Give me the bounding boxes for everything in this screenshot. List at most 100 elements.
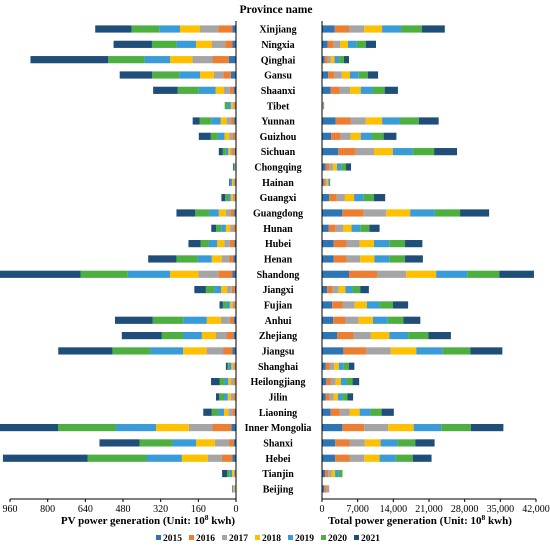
right-bar-segment (380, 439, 398, 447)
right-bar-segment (400, 25, 422, 33)
left-bar-segment (188, 240, 201, 248)
right-bar-segment (410, 209, 435, 217)
left-bar-segment (155, 423, 189, 432)
province-label: Anhui (265, 316, 292, 327)
right-bar-segment (379, 454, 396, 462)
province-label: Jilin (269, 393, 288, 404)
right-tick-label: 0 (320, 504, 325, 515)
left-bar-segment (232, 132, 236, 140)
left-bar-segment (234, 209, 236, 217)
left-bar-segment (212, 56, 229, 64)
right-bar-segment (334, 71, 342, 79)
left-bar-segment (177, 86, 199, 94)
right-bar-segment (403, 316, 421, 324)
right-bar-segment (349, 25, 365, 33)
right-bar-segment (379, 301, 393, 309)
right-bar-segment (322, 301, 333, 309)
right-bar-segment (342, 209, 364, 217)
right-bar-segment (332, 301, 343, 309)
province-label: Tianjin (262, 469, 294, 480)
left-bar-segment (222, 301, 227, 309)
left-bar-segment (231, 286, 235, 294)
left-bar-segment (152, 71, 180, 79)
left-bar-segment (231, 362, 234, 370)
right-bar-segment (343, 56, 350, 64)
right-bar-segment (372, 316, 388, 324)
right-bar-segment (499, 270, 534, 278)
province-label: Inner Mongolia (245, 423, 312, 434)
right-bar-segment (350, 71, 359, 79)
right-bar-segment (333, 40, 341, 48)
left-bar-segment (220, 316, 230, 324)
right-bar-segment (340, 40, 348, 48)
left-bar-segment (199, 117, 212, 125)
left-bar-segment (195, 209, 210, 217)
left-bar-segment (151, 40, 177, 48)
left-bar-segment (161, 332, 184, 340)
left-xaxis-label-tail: kwh) (208, 515, 235, 527)
left-tick-label: 320 (153, 504, 168, 515)
left-bar-segment (228, 194, 231, 202)
province-label: Hebei (266, 454, 291, 465)
province-label: Xinjiang (259, 25, 296, 36)
right-bar-segment (329, 362, 335, 370)
left-bar-segment (170, 270, 199, 278)
left-bar-segment (215, 393, 220, 401)
left-bar-segment (215, 86, 224, 94)
right-bar-segment (329, 393, 334, 401)
right-bar-segment (397, 439, 416, 447)
left-bar-segment (183, 332, 202, 340)
left-bar-segment (228, 255, 234, 263)
left-bar-segment (232, 40, 236, 48)
right-bar-segment (325, 393, 330, 401)
right-bar-segment (355, 148, 374, 156)
left-bar-segment (218, 270, 233, 278)
left-bar-segment (217, 132, 225, 140)
right-bar-segment (322, 469, 326, 478)
legend-swatch (222, 535, 227, 540)
right-bar-segment (336, 194, 345, 202)
left-bar-segment (221, 224, 226, 232)
right-bar-segment (322, 393, 326, 401)
left-bar-segment (181, 454, 208, 462)
right-bar-segment (467, 270, 500, 278)
right-bar-segment (322, 240, 334, 248)
left-bar-segment (183, 316, 207, 324)
left-bar-segment (119, 71, 153, 79)
left-bar-segment (95, 25, 132, 33)
left-bar-segment (170, 56, 193, 64)
province-label: Shanghai (258, 362, 298, 373)
right-bar-segment (338, 286, 346, 294)
left-bar-segment (201, 332, 216, 340)
left-bar-segment (209, 209, 219, 217)
legend-label: 2018 (262, 534, 281, 544)
left-bar-segment (208, 240, 218, 248)
right-bar-segment (337, 163, 342, 171)
left-bar-segment (234, 408, 236, 416)
right-bar-segment (326, 485, 330, 493)
right-bar-segment (365, 117, 383, 125)
right-bar-segment (326, 178, 329, 186)
right-tick-label: 28,000 (451, 504, 479, 515)
right-bar-segment (366, 347, 391, 355)
right-bar-segment (470, 347, 503, 355)
left-bar-segment (188, 423, 213, 432)
right-bar-segment (339, 86, 351, 94)
right-bar-segment (371, 132, 384, 140)
right-bar-segment (322, 362, 326, 370)
left-bar-segment (223, 408, 229, 416)
right-bar-segment (338, 469, 343, 478)
right-bar-segment (339, 408, 350, 416)
right-bar-segment (342, 423, 365, 432)
right-bar-segment (346, 240, 360, 248)
right-bar-segment (344, 194, 355, 202)
left-bar-segment (80, 270, 128, 278)
right-bar-segment (382, 25, 401, 33)
right-bar-segment (399, 117, 419, 125)
province-label: Sichuan (261, 147, 296, 158)
left-bar-segment (229, 240, 235, 248)
right-bar-segment (322, 286, 328, 294)
province-label: Hainan (262, 178, 294, 189)
left-bar-segment (99, 439, 140, 447)
left-bar-segment (192, 117, 200, 125)
